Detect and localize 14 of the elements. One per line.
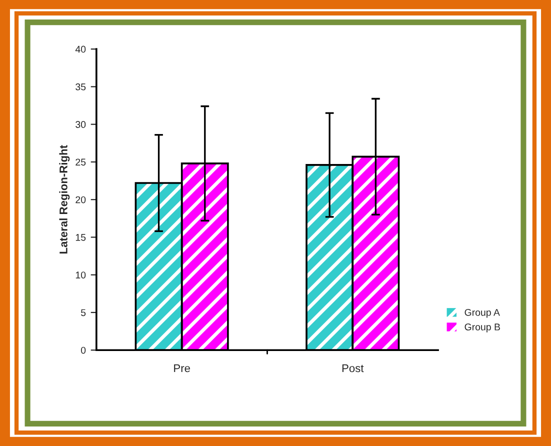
y-tick-label: 10 xyxy=(76,272,86,278)
y-tick-label: 0 xyxy=(80,346,86,354)
y-tick-label: 5 xyxy=(80,309,86,316)
x-tick-label: Pre xyxy=(174,364,190,372)
y-axis-title: Lateral Region-Right xyxy=(59,145,70,254)
legend-label: Group A xyxy=(464,308,500,318)
y-tick-label: 35 xyxy=(76,83,86,90)
y-tick-label: 40 xyxy=(75,46,86,53)
y-tick-label: 15 xyxy=(76,234,86,241)
legend-label: Group B xyxy=(464,324,500,332)
x-tick-label: Post xyxy=(342,364,364,372)
y-tick-label: 20 xyxy=(76,196,86,204)
y-tick-label: 30 xyxy=(76,121,86,128)
y-tick-label: 25 xyxy=(76,158,86,166)
